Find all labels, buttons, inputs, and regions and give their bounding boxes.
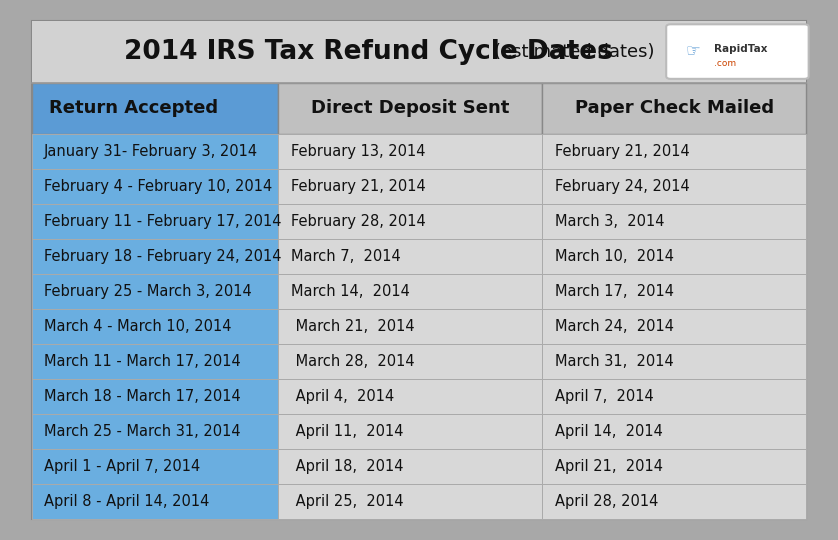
Bar: [278, 449, 542, 484]
Text: February 4 - February 10, 2014: February 4 - February 10, 2014: [44, 179, 272, 194]
Bar: [542, 484, 806, 519]
Bar: [278, 344, 542, 379]
Bar: [542, 274, 806, 309]
Bar: [32, 21, 806, 83]
Bar: [542, 344, 806, 379]
Bar: [278, 379, 542, 414]
Text: February 21, 2014: February 21, 2014: [556, 144, 690, 159]
Text: Paper Check Mailed: Paper Check Mailed: [575, 99, 773, 117]
Text: March 3,  2014: March 3, 2014: [556, 214, 665, 229]
Bar: [278, 484, 542, 519]
Text: April 7,  2014: April 7, 2014: [556, 389, 654, 404]
Bar: [542, 134, 806, 169]
Bar: [32, 379, 278, 414]
Text: March 10,  2014: March 10, 2014: [556, 249, 675, 264]
Text: April 28, 2014: April 28, 2014: [556, 495, 659, 509]
Bar: [278, 414, 542, 449]
Text: Return Accepted: Return Accepted: [49, 99, 218, 117]
Bar: [542, 83, 806, 134]
Text: April 8 - April 14, 2014: April 8 - April 14, 2014: [44, 495, 210, 509]
Text: April 1 - April 7, 2014: April 1 - April 7, 2014: [44, 460, 200, 475]
Text: March 24,  2014: March 24, 2014: [556, 319, 675, 334]
Text: RapidTax: RapidTax: [714, 44, 768, 54]
Bar: [32, 134, 278, 169]
Text: March 31,  2014: March 31, 2014: [556, 354, 674, 369]
Text: March 7,  2014: March 7, 2014: [292, 249, 401, 264]
Text: April 11,  2014: April 11, 2014: [292, 424, 404, 440]
Text: March 17,  2014: March 17, 2014: [556, 284, 675, 299]
Bar: [542, 239, 806, 274]
Text: (estimated dates): (estimated dates): [494, 43, 654, 60]
Text: March 28,  2014: March 28, 2014: [292, 354, 415, 369]
Text: January 31- February 3, 2014: January 31- February 3, 2014: [44, 144, 258, 159]
Bar: [542, 309, 806, 344]
Text: March 18 - March 17, 2014: March 18 - March 17, 2014: [44, 389, 241, 404]
Bar: [32, 83, 278, 134]
Bar: [542, 204, 806, 239]
Text: March 11 - March 17, 2014: March 11 - March 17, 2014: [44, 354, 241, 369]
Bar: [278, 274, 542, 309]
Text: February 28, 2014: February 28, 2014: [292, 214, 426, 229]
Text: April 21,  2014: April 21, 2014: [556, 460, 664, 475]
Bar: [32, 414, 278, 449]
Bar: [278, 83, 542, 134]
Text: March 4 - March 10, 2014: March 4 - March 10, 2014: [44, 319, 231, 334]
Bar: [278, 134, 542, 169]
Text: February 18 - February 24, 2014: February 18 - February 24, 2014: [44, 249, 282, 264]
Text: .com: .com: [714, 59, 736, 69]
Text: February 11 - February 17, 2014: February 11 - February 17, 2014: [44, 214, 282, 229]
Bar: [542, 169, 806, 204]
Bar: [32, 484, 278, 519]
Text: April 18,  2014: April 18, 2014: [292, 460, 404, 475]
Text: ☞: ☞: [685, 43, 701, 60]
Text: February 24, 2014: February 24, 2014: [556, 179, 690, 194]
Bar: [32, 169, 278, 204]
Bar: [32, 344, 278, 379]
Text: March 21,  2014: March 21, 2014: [292, 319, 415, 334]
Text: April 25,  2014: April 25, 2014: [292, 495, 404, 509]
Bar: [32, 204, 278, 239]
Bar: [278, 239, 542, 274]
Text: March 25 - March 31, 2014: March 25 - March 31, 2014: [44, 424, 241, 440]
Bar: [542, 449, 806, 484]
Bar: [542, 414, 806, 449]
Bar: [32, 274, 278, 309]
Text: March 14,  2014: March 14, 2014: [292, 284, 410, 299]
Bar: [278, 169, 542, 204]
Text: April 4,  2014: April 4, 2014: [292, 389, 395, 404]
Bar: [278, 309, 542, 344]
Text: 2014 IRS Tax Refund Cycle Dates: 2014 IRS Tax Refund Cycle Dates: [124, 38, 613, 65]
Text: Direct Deposit Sent: Direct Deposit Sent: [311, 99, 510, 117]
Text: April 14,  2014: April 14, 2014: [556, 424, 663, 440]
Bar: [278, 204, 542, 239]
Bar: [542, 379, 806, 414]
Bar: [32, 309, 278, 344]
FancyBboxPatch shape: [666, 24, 809, 79]
Bar: [32, 239, 278, 274]
Text: February 25 - March 3, 2014: February 25 - March 3, 2014: [44, 284, 252, 299]
Text: February 21, 2014: February 21, 2014: [292, 179, 426, 194]
Bar: [32, 449, 278, 484]
Text: February 13, 2014: February 13, 2014: [292, 144, 426, 159]
